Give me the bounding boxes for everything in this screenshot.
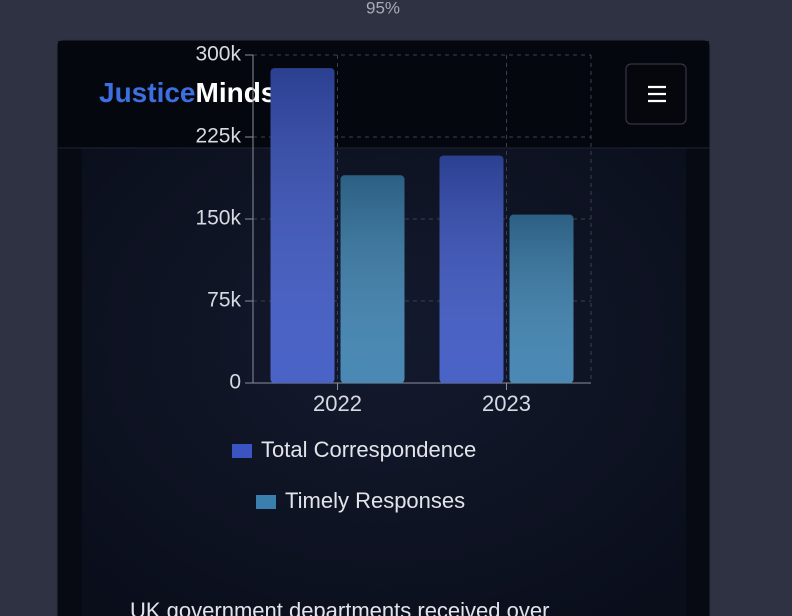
bar-shade [270,68,335,384]
brand[interactable]: JusticeMinds [99,77,276,108]
y-tick-label: 225k [195,125,241,148]
menu-icon [648,85,666,103]
bar-shade [340,175,405,383]
legend-swatch [232,444,252,458]
zoom-level: 95% [366,0,400,17]
y-tick-label: 75k [207,289,241,312]
x-tick-label: 2023 [482,391,531,416]
legend-label: Total Correspondence [261,437,476,462]
y-tick-label: 150k [195,207,241,230]
legend-label: Timely Responses [285,488,465,513]
bar-shade [509,214,574,383]
paragraph: UK government departments received over [130,598,549,616]
brand-second: Minds [196,77,277,108]
y-tick-label: 300k [195,43,241,66]
x-tick-label: 2022 [313,391,362,416]
navbar [58,41,709,148]
bar-shade [439,155,504,383]
brand-first: Justice [99,77,196,108]
y-tick-label: 0 [229,371,241,394]
legend-swatch [256,495,276,509]
menu-button[interactable] [625,63,687,125]
